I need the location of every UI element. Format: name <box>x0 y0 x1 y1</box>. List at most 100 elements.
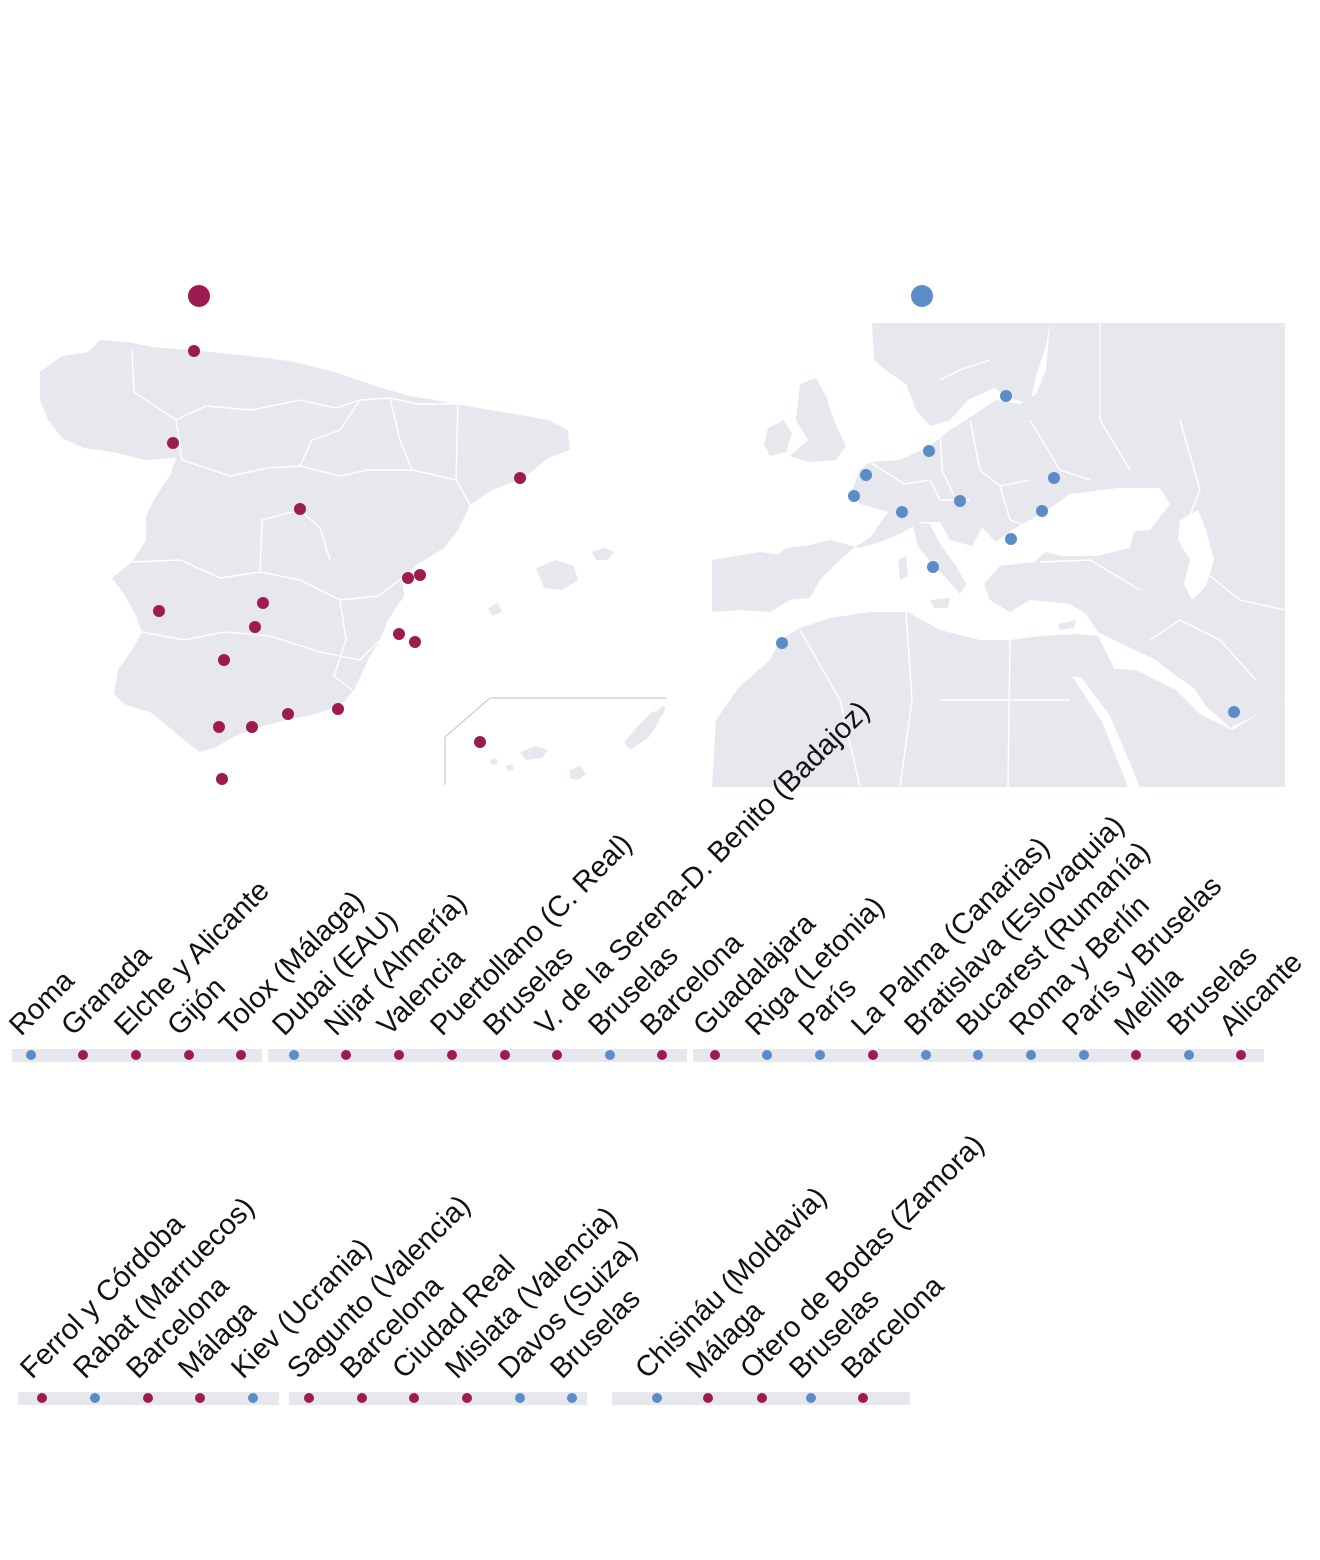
spain-trip-dot <box>657 1050 667 1060</box>
spain-point-alicante <box>409 636 421 648</box>
abroad-trip-dot <box>567 1393 577 1403</box>
menorca <box>592 548 614 560</box>
ireland <box>764 420 792 456</box>
abroad-trip-dot <box>605 1050 615 1060</box>
spain-trip-dot <box>131 1050 141 1060</box>
europe-points <box>776 390 1240 718</box>
abroad-trip-dot <box>762 1050 772 1060</box>
abroad-trip-dot <box>815 1050 825 1060</box>
europe-point-bratislava <box>954 495 966 507</box>
abroad-trip-dot <box>652 1393 662 1403</box>
abroad-trip-dot <box>90 1393 100 1403</box>
europe-point-kiev <box>1048 472 1060 484</box>
great-britain <box>790 378 846 462</box>
abroad-trip-dot <box>1026 1050 1036 1060</box>
europe-point-roma <box>927 561 939 573</box>
spain-point-la-palma <box>474 736 486 748</box>
spain-point-sagunto <box>414 569 426 581</box>
abroad-trip-dot <box>1079 1050 1089 1060</box>
europe-point-riga <box>1000 390 1012 402</box>
spain-trip-dot <box>447 1050 457 1060</box>
abroad-legend-dot <box>911 285 933 307</box>
spain-point-guadalajara <box>294 503 306 515</box>
mallorca <box>536 560 578 590</box>
red-sea <box>1072 676 1140 787</box>
europe-point-bucarest <box>1005 533 1017 545</box>
spain-trip-dot <box>757 1393 767 1403</box>
legend <box>188 285 933 307</box>
europe-map <box>712 323 1285 787</box>
spain-trip-dot <box>78 1050 88 1060</box>
spain-trip-dot <box>552 1050 562 1060</box>
spain-trip-dot <box>143 1393 153 1403</box>
spain-trip-dot <box>37 1393 47 1403</box>
spain-point-granada <box>282 708 294 720</box>
spain-trip-dot <box>462 1393 472 1403</box>
europe-point-paris <box>848 490 860 502</box>
timeline-band <box>289 1392 587 1405</box>
spain-trip-dot <box>1236 1050 1246 1060</box>
spain-trip-dot <box>357 1393 367 1403</box>
arabian-peninsula <box>1100 668 1285 787</box>
spain-point-melilla <box>216 773 228 785</box>
spain-point-barcelona <box>514 472 526 484</box>
spain-map <box>40 340 666 785</box>
timeline-band <box>268 1049 687 1062</box>
sicily <box>930 598 950 608</box>
abroad-trip-dot <box>973 1050 983 1060</box>
spain-trip-dot <box>703 1393 713 1403</box>
spain-trip-dot <box>868 1050 878 1060</box>
spain-trip-dot <box>858 1393 868 1403</box>
abroad-trip-dot <box>806 1393 816 1403</box>
scandinavia <box>872 323 1050 426</box>
spain-point-ciudad-real <box>249 621 261 633</box>
spain-trip-dot <box>394 1050 404 1060</box>
spain-point-ferrol <box>167 437 179 449</box>
abroad-trip-dot <box>26 1050 36 1060</box>
europe-point-bruselas <box>860 469 872 481</box>
europe-point-chisinau <box>1036 505 1048 517</box>
spain-trip-dot <box>500 1050 510 1060</box>
abroad-trip-dot <box>921 1050 931 1060</box>
spain-trip-dot <box>236 1050 246 1060</box>
italy <box>912 522 966 594</box>
europe-point-davos <box>896 506 908 518</box>
spain-point-tolox <box>246 721 258 733</box>
spain-points <box>153 345 526 785</box>
europe-point-rabat <box>776 637 788 649</box>
europe-point-berlin <box>923 445 935 457</box>
spain-point-puertollano <box>257 597 269 609</box>
abroad-trip-dot <box>289 1050 299 1060</box>
canary-islands-inset <box>444 697 666 785</box>
spain-trip-dot <box>710 1050 720 1060</box>
cyprus <box>1058 620 1076 630</box>
spain-trip-dot <box>1131 1050 1141 1060</box>
europe-point-dubai <box>1228 706 1240 718</box>
ibiza <box>488 603 502 616</box>
spain-point-nijar <box>332 703 344 715</box>
iberia-edge <box>712 552 800 612</box>
caspian-sea <box>1178 510 1214 600</box>
eurasia-mainland <box>770 323 1285 728</box>
spain-point-mislata <box>393 628 405 640</box>
black-sea <box>1030 514 1134 556</box>
spain-trip-dot <box>304 1393 314 1403</box>
spain-trip-dot <box>195 1393 205 1403</box>
sardinia <box>898 556 908 580</box>
spain-trip-dot <box>409 1393 419 1403</box>
abroad-trip-dot <box>515 1393 525 1403</box>
spain-trip-dot <box>341 1050 351 1060</box>
spain-legend-dot <box>188 285 210 307</box>
spain-trip-dot <box>184 1050 194 1060</box>
spain-region-borders <box>131 349 471 691</box>
spain-point-gijon <box>188 345 200 357</box>
abroad-trip-dot <box>248 1393 258 1403</box>
spain-point-cordoba <box>218 654 230 666</box>
abroad-trip-dot <box>1184 1050 1194 1060</box>
